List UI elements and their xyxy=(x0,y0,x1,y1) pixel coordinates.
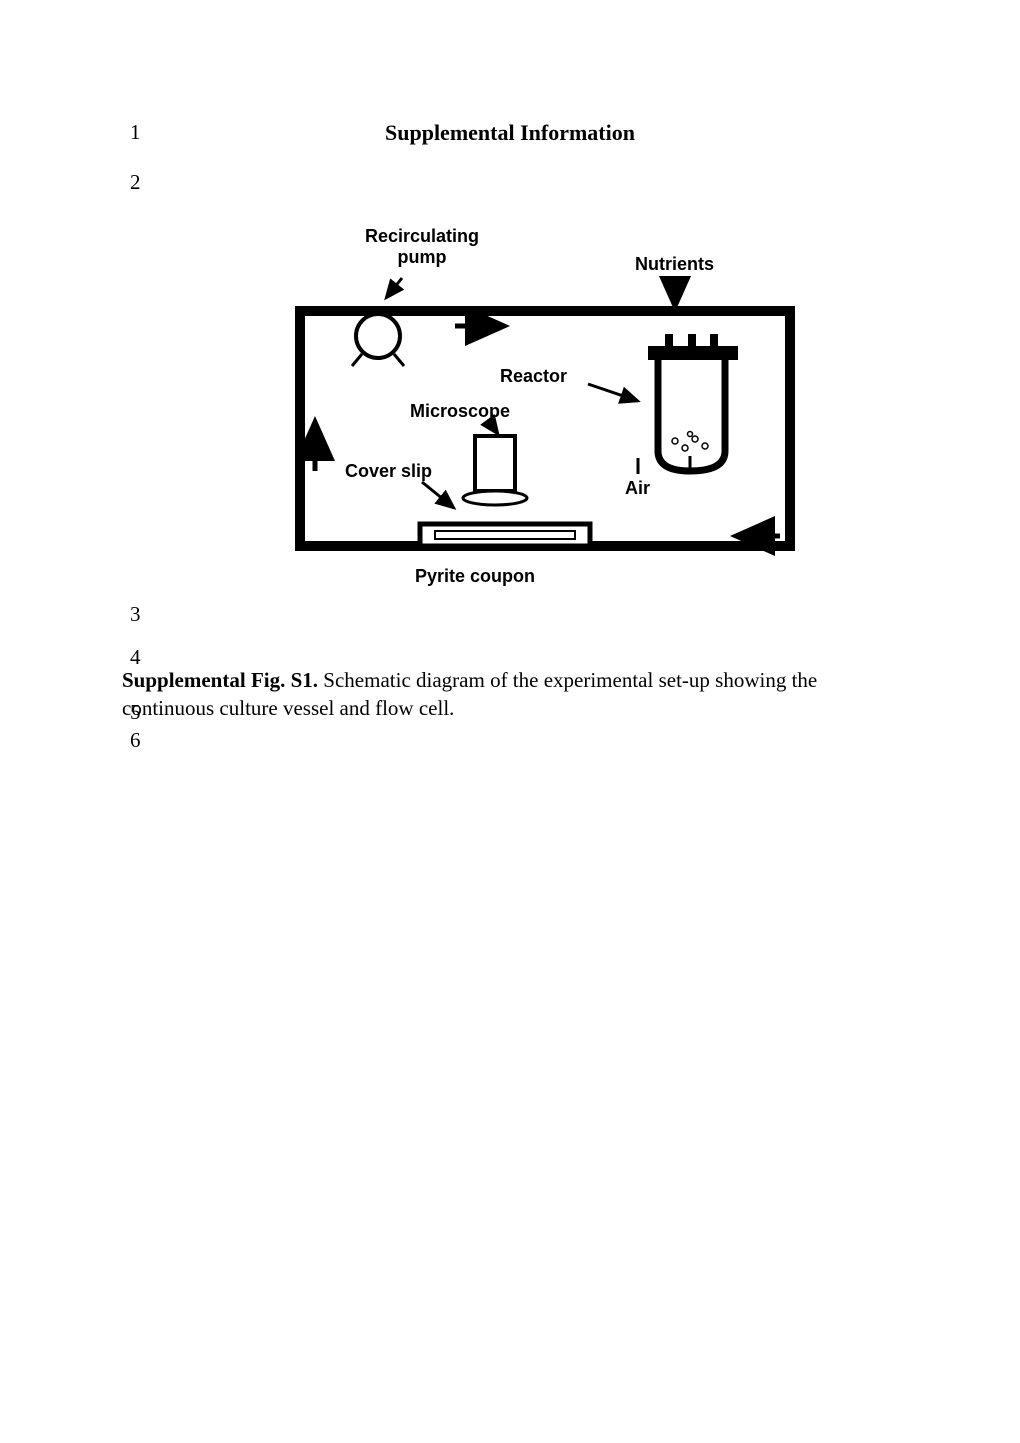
microscope-icon xyxy=(463,436,527,505)
pump-indicator-arrow xyxy=(386,278,402,298)
diagram-container: Recirculating pump Nutrients Reactor Mic… xyxy=(240,226,800,596)
caption-text-1: Schematic diagram of the experimental se… xyxy=(318,668,817,692)
line-number-2: 2 xyxy=(130,170,141,195)
pump-icon xyxy=(356,314,400,358)
reactor-indicator-arrow xyxy=(588,384,638,401)
line-number-6: 6 xyxy=(130,728,141,753)
caption-bold: Supplemental Fig. S1. xyxy=(122,668,318,692)
figure-caption: Supplemental Fig. S1. Schematic diagram … xyxy=(110,666,910,723)
page-title: Supplemental Information xyxy=(110,120,910,146)
caption-text-2: continuous culture vessel and flow cell. xyxy=(122,696,454,720)
coverslip-indicator-arrow xyxy=(422,482,454,508)
microscope-indicator-arrow xyxy=(490,423,498,434)
line-number-3: 3 xyxy=(130,602,141,627)
reactor-icon xyxy=(638,334,738,474)
diagram-svg xyxy=(240,226,800,596)
